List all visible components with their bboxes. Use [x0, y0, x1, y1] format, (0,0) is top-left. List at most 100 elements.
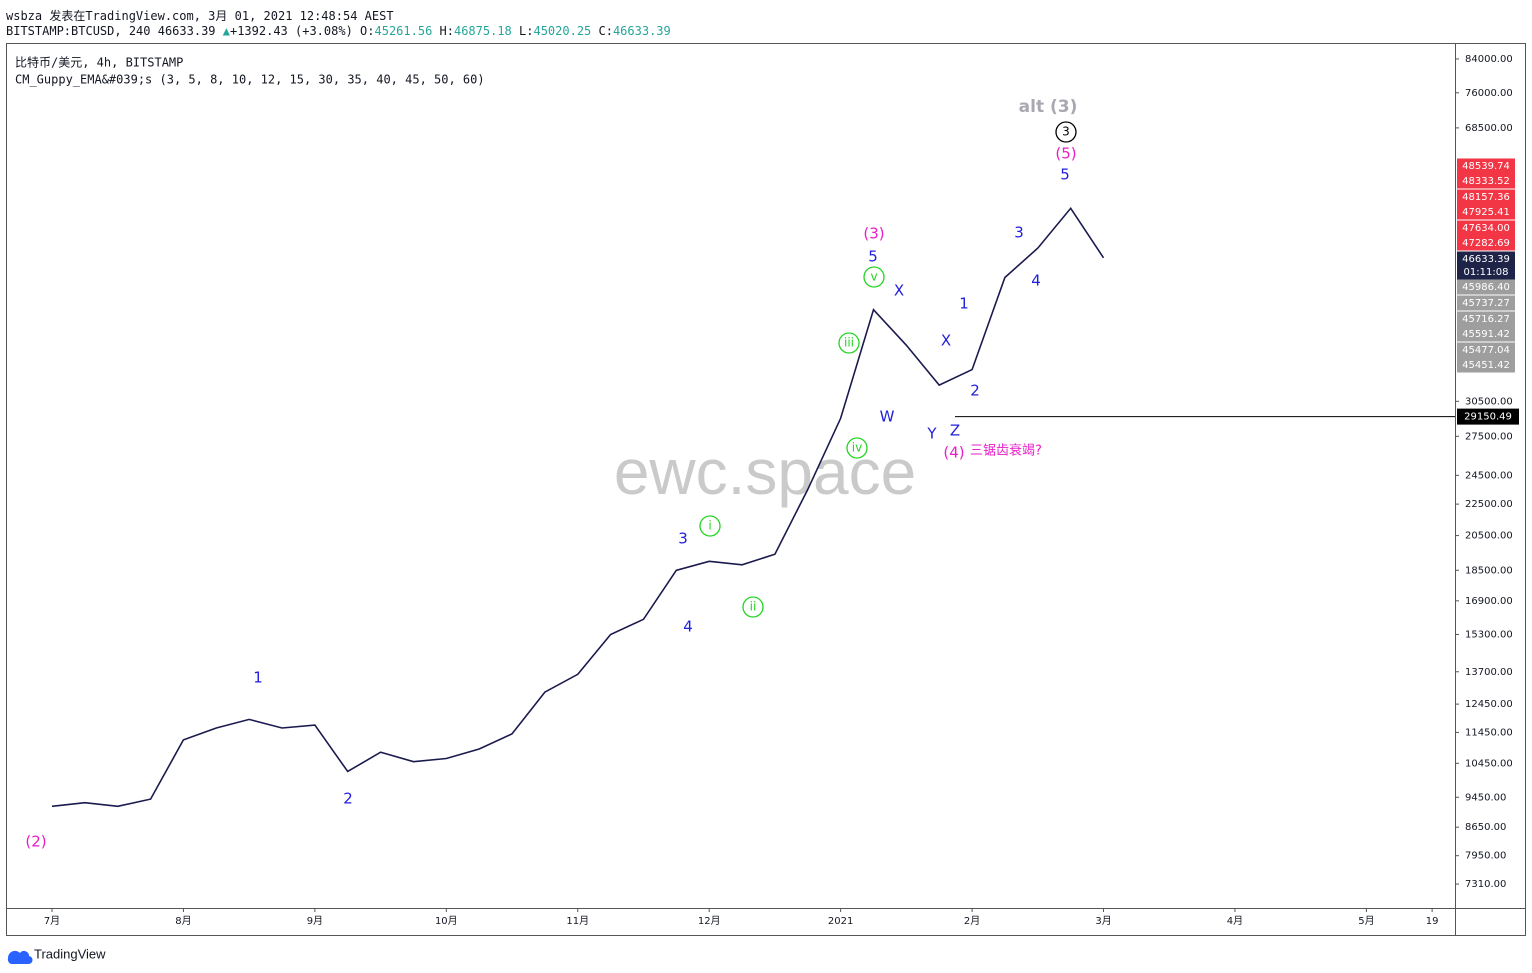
wave-label: (3)	[863, 225, 884, 243]
wave-label: iv	[852, 441, 862, 455]
y-tick-label: 13700.00	[1465, 667, 1513, 678]
y-tick-label: 8650.00	[1465, 822, 1506, 833]
y-tick-label: 15300.00	[1465, 629, 1513, 640]
y-tick-label: 11450.00	[1465, 727, 1513, 738]
price-tag	[1457, 204, 1515, 220]
price-tag	[1457, 251, 1515, 267]
wave-label: 5	[1060, 166, 1070, 184]
ohlc-part: +1392.43 (+3.08%)	[229, 24, 353, 38]
x-tick-label: 3月	[1095, 915, 1111, 927]
wave-label: X	[941, 332, 951, 350]
y-tick-label: 30500.00	[1465, 396, 1513, 407]
watermark: ewc.space	[614, 436, 916, 508]
price-tag-label: 45477.04	[1462, 345, 1510, 356]
x-tick-label: 2021	[828, 916, 853, 927]
price-tag-label: 47282.69	[1462, 238, 1510, 249]
wave-label: 1	[959, 295, 969, 313]
wave-circle	[846, 437, 868, 459]
x-tick-label: 2月	[964, 915, 980, 927]
y-tick-label: 24500.00	[1465, 470, 1513, 481]
symbol-title: 比特币/美元, 4h, BITSTAMP	[15, 55, 183, 70]
price-tag	[1457, 357, 1515, 373]
wave-label: 3	[1062, 125, 1070, 139]
price-tag	[1457, 279, 1515, 295]
wave-label: 3	[678, 530, 688, 548]
price-tag	[1457, 235, 1515, 251]
price-tag	[1457, 220, 1515, 236]
x-tick-label: 10月	[435, 915, 458, 927]
wave-label: 5	[868, 248, 878, 266]
wave-label: iii	[844, 336, 854, 350]
price-tag-label: 45986.40	[1462, 282, 1510, 293]
price-tag	[1457, 295, 1515, 311]
wave-label: (5)	[1055, 145, 1076, 163]
x-tick-label: 5月	[1358, 915, 1374, 927]
price-tag-label: 48157.36	[1462, 192, 1510, 203]
price-tag-label: 46633.39	[1462, 254, 1510, 265]
price-tag	[1457, 264, 1515, 280]
y-tick-label: 22500.00	[1465, 499, 1513, 510]
wave-label: (2)	[25, 833, 46, 851]
price-tag-label: 45451.42	[1462, 360, 1510, 371]
y-tick-label: 68500.00	[1465, 123, 1513, 134]
wave-label: X	[894, 282, 904, 300]
wave-label: 3	[1014, 224, 1024, 242]
hline-tag	[1457, 408, 1519, 425]
ohlc-part: C:	[598, 24, 613, 38]
wave-label: 1	[253, 669, 263, 687]
price-line	[51, 206, 1105, 808]
ohlc-part: O:	[360, 24, 375, 38]
y-tick-label: 9450.00	[1465, 792, 1506, 803]
price-tag-label: 48539.74	[1462, 161, 1510, 172]
price-tag-label: 45591.42	[1462, 329, 1510, 340]
hline-tag-label: 29150.49	[1464, 412, 1512, 423]
y-tick-label: 10450.00	[1465, 758, 1513, 769]
wave-label: Z	[950, 422, 960, 440]
wave-label: i	[708, 519, 711, 533]
wave-label: 4	[1031, 272, 1041, 290]
price-tag-label: 47925.41	[1462, 207, 1510, 218]
wave-label: alt (3)	[1019, 97, 1078, 117]
x-tick-label: 4月	[1227, 915, 1243, 927]
tv-logo	[7, 950, 33, 965]
wave-label: 4	[683, 618, 693, 636]
ohlc-part: ▲	[222, 24, 230, 38]
ohlc-part: BITSTAMP:BTCUSD, 240 46633.39	[6, 24, 216, 38]
footer-brand: TradingView	[34, 946, 106, 961]
price-tag-label: 47634.00	[1462, 223, 1510, 234]
y-tick-label: 20500.00	[1465, 531, 1513, 542]
price-tag	[1457, 326, 1515, 342]
ohlc-part: L:	[519, 24, 534, 38]
price-tag-label: 48333.52	[1462, 176, 1510, 187]
ohlc-part: 46633.39	[612, 24, 671, 38]
price-tag	[1457, 158, 1515, 174]
wave-circle	[863, 266, 885, 288]
ohlc-part: H:	[439, 24, 454, 38]
indicator-title: CM_Guppy_EMA&#039;s (3, 5, 8, 10, 12, 15…	[15, 73, 485, 87]
y-tick-label: 12450.00	[1465, 699, 1513, 710]
price-tag	[1457, 173, 1515, 189]
wave-label: ii	[750, 600, 757, 614]
y-tick-label: 18500.00	[1465, 565, 1513, 576]
wave-label: W	[880, 408, 895, 426]
price-tag	[1457, 311, 1515, 327]
frame	[6, 43, 1526, 936]
y-tick-label: 84000.00	[1465, 54, 1513, 65]
wave-label: 三锯齿衰竭?	[970, 443, 1042, 459]
y-tick-label: 7310.00	[1465, 879, 1506, 890]
y-tick-label: 76000.00	[1465, 88, 1513, 99]
price-tag	[1457, 189, 1515, 205]
price-tag-label: 01:11:08	[1464, 267, 1509, 278]
wave-label: 2	[970, 382, 980, 400]
price-tag	[1457, 342, 1515, 358]
price-tag-label: 45737.27	[1462, 298, 1510, 309]
ohlc-line: BITSTAMP:BTCUSD, 240 46633.39 ▲+1392.43 …	[6, 24, 671, 38]
wave-label: (4)	[943, 444, 964, 462]
wave-label: 2	[343, 790, 353, 808]
wave-circle	[742, 596, 764, 618]
wave-label: v	[870, 270, 877, 284]
wave-circle	[699, 515, 721, 537]
x-tick-label: 7月	[44, 915, 60, 927]
